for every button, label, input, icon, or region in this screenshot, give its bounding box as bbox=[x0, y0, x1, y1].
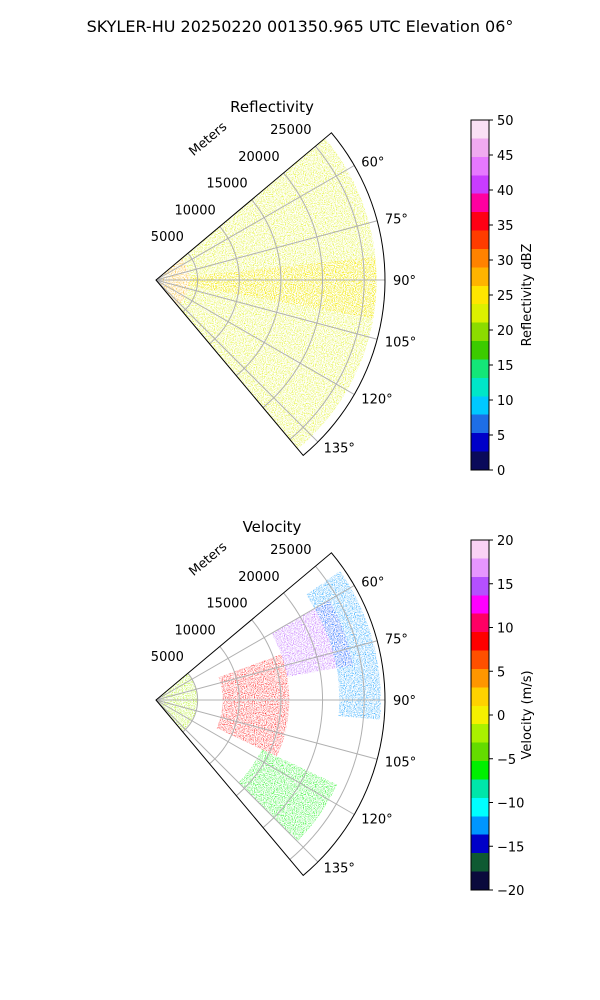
colorbar-tick-label: −20 bbox=[497, 884, 524, 899]
range-tick-label: 5000 bbox=[151, 650, 184, 665]
colorbar-tick-label: 15 bbox=[497, 359, 514, 374]
azimuth-tick-label: 120° bbox=[361, 813, 392, 828]
range-ring-2 bbox=[235, 199, 282, 377]
colorbar-tick-label: −15 bbox=[497, 840, 524, 855]
azimuth-tick-label: 75° bbox=[385, 633, 408, 648]
colorbar-tick-label: 15 bbox=[497, 578, 514, 593]
colorbar-tick-label: 30 bbox=[497, 254, 514, 269]
range-ring-0 bbox=[182, 252, 199, 313]
colorbar-tick-label: 25 bbox=[497, 289, 514, 304]
colorbar-tick-label: 40 bbox=[497, 184, 514, 199]
colorbar-tick-label: 50 bbox=[497, 114, 514, 129]
colorbar-strip bbox=[470, 119, 490, 471]
sector-frame bbox=[155, 552, 386, 877]
reflectivity-grid bbox=[155, 132, 386, 457]
range-ring-4 bbox=[289, 145, 365, 440]
sector-frame bbox=[155, 132, 386, 457]
azimuth-spoke-1 bbox=[155, 220, 378, 281]
azimuth-spoke-5 bbox=[155, 699, 319, 863]
figure-suptitle: SKYLER-HU 20250220 001350.965 UTC Elevat… bbox=[87, 17, 514, 36]
velocity-title: Velocity bbox=[243, 518, 302, 536]
velocity-field bbox=[156, 571, 381, 842]
azimuth-tick-label: 90° bbox=[393, 694, 416, 709]
reflectivity-field bbox=[156, 138, 377, 450]
azimuth-spoke-4 bbox=[155, 699, 355, 815]
field-region-0 bbox=[156, 258, 190, 306]
range-ring-0 bbox=[182, 672, 199, 733]
azimuth-spoke-0 bbox=[155, 165, 355, 281]
field-region-4 bbox=[238, 749, 338, 842]
range-tick-label: 25000 bbox=[270, 123, 311, 138]
reflectivity-panel: Reflectivity 5000 10000 15000 20000 25000 Met… bbox=[151, 98, 535, 479]
range-ring-4 bbox=[289, 565, 365, 860]
reflectivity-colorbar: 0 5 10 15 20 25 30 35 40 45 50 Reflectivity dBZ bbox=[470, 114, 535, 479]
range-tick-label: 20000 bbox=[238, 150, 279, 165]
range-tick-label: 5000 bbox=[151, 230, 184, 245]
range-ring-2 bbox=[235, 619, 282, 797]
colorbar-label: Reflectivity dBZ bbox=[520, 244, 535, 347]
azimuth-tick-label: 135° bbox=[324, 442, 355, 457]
range-ring-3 bbox=[262, 592, 324, 828]
azimuth-spoke-5 bbox=[155, 279, 319, 443]
azimuth-tick-label: 105° bbox=[385, 335, 416, 350]
velocity-tick-labels: 5000 10000 15000 20000 25000 Meters 60° 75° 90° 1… bbox=[151, 539, 416, 876]
range-tick-label: 20000 bbox=[238, 570, 279, 585]
azimuth-tick-label: 75° bbox=[385, 213, 408, 228]
colorbar-tick-label: 35 bbox=[497, 219, 514, 234]
colorbar-tick-label: 10 bbox=[497, 622, 514, 637]
colorbar-tick-label: 10 bbox=[497, 394, 514, 409]
field-region-0 bbox=[156, 673, 198, 732]
azimuth-tick-label: 90° bbox=[393, 274, 416, 289]
velocity-grid bbox=[155, 552, 386, 877]
colorbar-tick-label: 20 bbox=[497, 534, 514, 549]
colorbar-strip bbox=[470, 539, 490, 891]
colorbar-label: Velocity (m/s) bbox=[520, 670, 535, 759]
azimuth-spoke-1 bbox=[155, 640, 378, 701]
colorbar-tick-label: 0 bbox=[497, 464, 505, 479]
radial-axis-label: Meters bbox=[186, 119, 230, 159]
velocity-colorbar: −20 −15 −10 −5 0 5 10 15 20 Velocity (m/s) bbox=[470, 534, 535, 899]
azimuth-spoke-4 bbox=[155, 279, 355, 395]
azimuth-tick-label: 135° bbox=[324, 862, 355, 877]
velocity-panel: Velocity 5000 10000 15000 20000 25000 Meters 6… bbox=[151, 518, 535, 899]
range-tick-label: 15000 bbox=[206, 597, 247, 612]
azimuth-spoke-3 bbox=[155, 279, 378, 340]
radial-axis-label: Meters bbox=[186, 539, 230, 579]
azimuth-tick-label: 105° bbox=[385, 755, 416, 770]
reflectivity-title: Reflectivity bbox=[230, 98, 314, 116]
azimuth-tick-label: 120° bbox=[361, 393, 392, 408]
range-tick-label: 25000 bbox=[270, 543, 311, 558]
range-tick-label: 10000 bbox=[174, 624, 215, 639]
field-region-2 bbox=[188, 256, 377, 319]
colorbar-tick-label: 0 bbox=[497, 709, 505, 724]
range-ring-1 bbox=[209, 226, 240, 345]
colorbar-tick-label: −5 bbox=[497, 753, 516, 768]
azimuth-spoke-0 bbox=[155, 585, 355, 701]
field-region-3 bbox=[306, 571, 381, 720]
range-tick-label: 10000 bbox=[174, 204, 215, 219]
azimuth-spoke-3 bbox=[155, 699, 378, 760]
range-tick-label: 15000 bbox=[206, 177, 247, 192]
colorbar-tick-label: −10 bbox=[497, 797, 524, 812]
range-ring-1 bbox=[209, 646, 240, 765]
colorbar-tick-label: 5 bbox=[497, 665, 505, 680]
range-ring-3 bbox=[262, 172, 324, 408]
colorbar-tick-label: 5 bbox=[497, 429, 505, 444]
colorbar-tick-label: 20 bbox=[497, 324, 514, 339]
azimuth-tick-label: 60° bbox=[361, 576, 384, 591]
azimuth-tick-label: 60° bbox=[361, 156, 384, 171]
colorbar-tick-label: 45 bbox=[497, 149, 514, 164]
